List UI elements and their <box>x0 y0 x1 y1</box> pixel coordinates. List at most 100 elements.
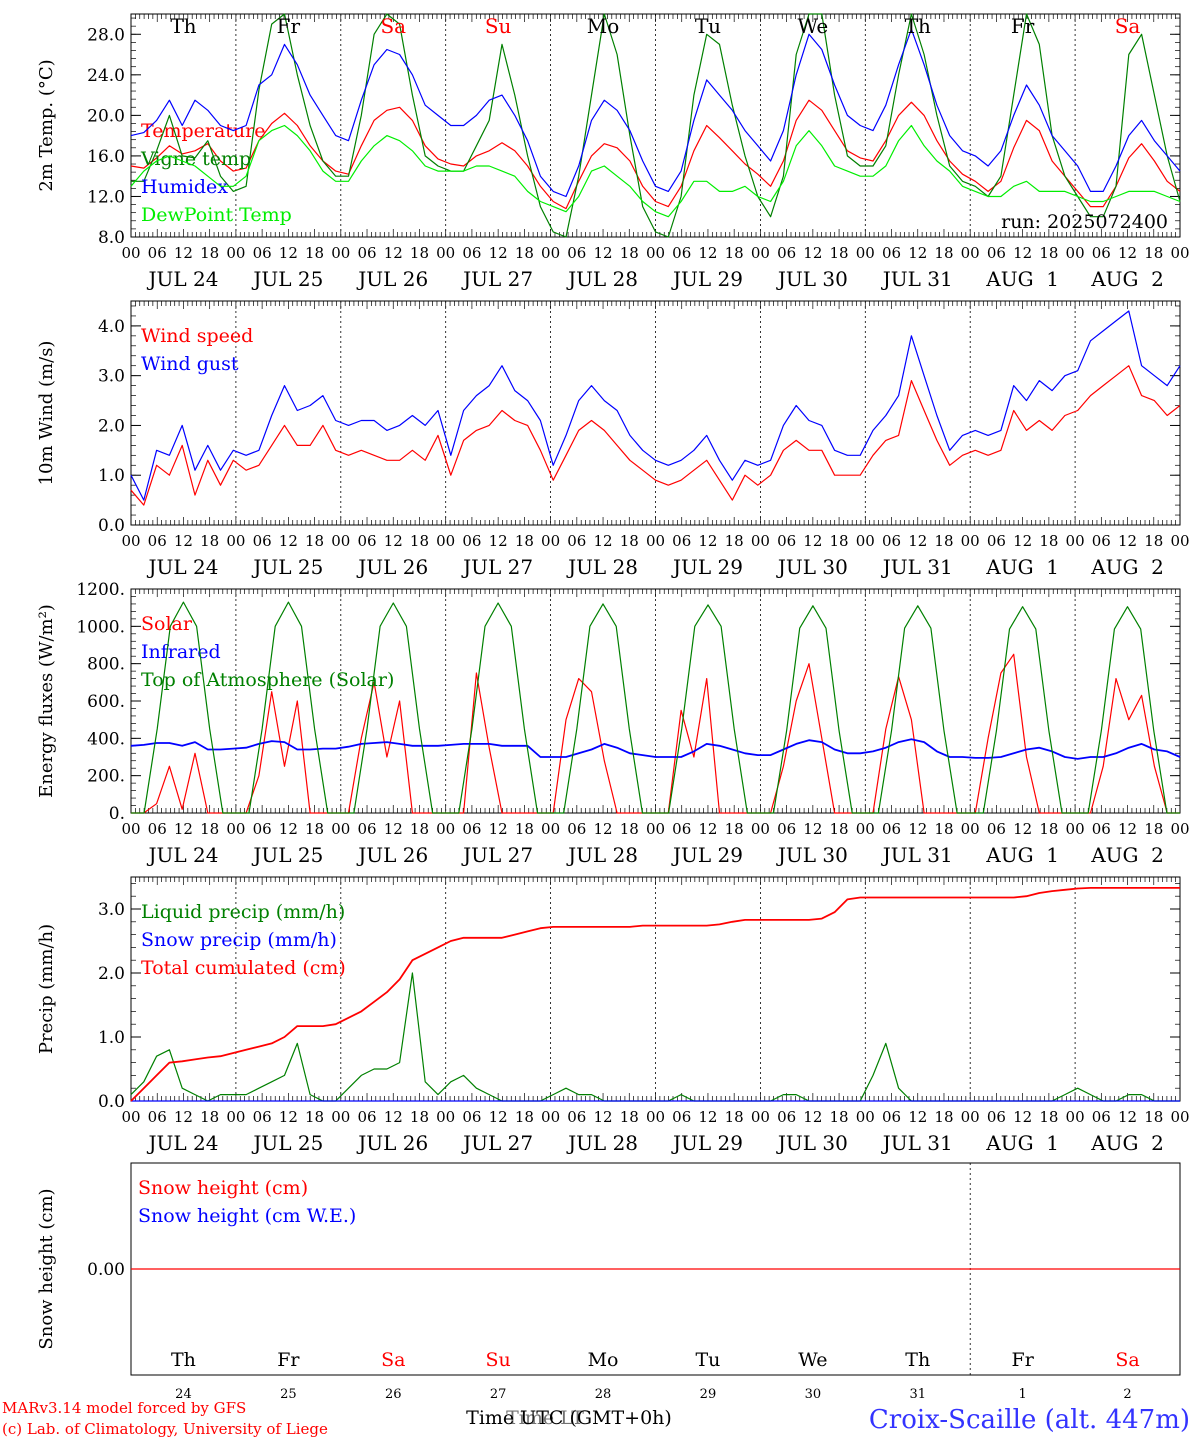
weekday-label: Sa <box>380 14 406 38</box>
hour-label: 06 <box>567 1108 586 1126</box>
hour-label: 12 <box>803 532 822 550</box>
hour-label: 18 <box>410 244 429 262</box>
series-line-dewpoint-temp <box>130 124 1181 218</box>
hour-label: 12 <box>908 1108 927 1126</box>
y-tick-label: 0. <box>109 804 125 824</box>
y-tick-label: 1000. <box>76 617 125 637</box>
hour-label: 06 <box>462 244 481 262</box>
weekday-label: Su <box>486 1349 511 1371</box>
hour-label: 18 <box>830 532 849 550</box>
hour-label: 18 <box>934 820 953 838</box>
weekday-label: Th <box>170 14 196 38</box>
hour-label: 18 <box>1039 532 1058 550</box>
y-tick-label: 600. <box>87 692 125 712</box>
hour-label: 18 <box>200 532 219 550</box>
legend-entry: Liquid precip (mm/h) <box>141 901 345 923</box>
hour-label: 12 <box>698 244 717 262</box>
hour-label: 12 <box>594 244 613 262</box>
weekday-labels-top: Th Fr Sa Su Mo Tu We Th Fr Sa <box>170 14 1140 38</box>
hour-label: 00 <box>331 1108 350 1126</box>
day-numbers: 24 25 26 27 28 29 30 31 1 2 <box>175 1387 1132 1402</box>
hour-label: 12 <box>489 244 508 262</box>
day-number: 29 <box>700 1387 717 1402</box>
station-label: Croix-Scaille (alt. 447m) <box>869 1405 1190 1435</box>
weekday-label: Fr <box>277 1349 300 1371</box>
hour-label: 12 <box>174 244 193 262</box>
legend-entry: Solar <box>141 613 193 635</box>
run-annotation: run: 2025072400 <box>1001 211 1168 233</box>
hour-label: 00 <box>961 820 980 838</box>
y-tick-label: 24.0 <box>87 66 125 86</box>
hour-label: 06 <box>148 820 167 838</box>
date-label: JUL 28 <box>566 267 638 291</box>
hour-label: 06 <box>987 244 1006 262</box>
y-tick-label: 16.0 <box>87 147 125 167</box>
hour-label: 00 <box>331 532 350 550</box>
hour-label: 00 <box>121 244 140 262</box>
weekday-label: Tu <box>695 1349 720 1371</box>
hour-label: 12 <box>384 244 403 262</box>
hour-label: 00 <box>646 532 665 550</box>
date-label: JUL 29 <box>671 1131 743 1155</box>
hour-label: 12 <box>279 820 298 838</box>
hour-label: 00 <box>436 820 455 838</box>
hour-label: 12 <box>174 820 193 838</box>
y-tick-label: 8.0 <box>98 228 125 248</box>
hour-label: 12 <box>1013 1108 1032 1126</box>
hour-label: 06 <box>882 244 901 262</box>
y-tick-label: 20.0 <box>87 106 125 126</box>
date-label: JUL 25 <box>251 267 323 291</box>
y-tick-label: 3.0 <box>98 900 125 920</box>
weekday-label: Fr <box>1012 1349 1035 1371</box>
date-label: AUG 2 <box>1090 1131 1164 1155</box>
hour-label: 06 <box>672 820 691 838</box>
hour-label: 12 <box>1013 820 1032 838</box>
hour-label: 06 <box>672 1108 691 1126</box>
weekday-label: We <box>798 1349 827 1371</box>
date-label: JUL 30 <box>776 267 848 291</box>
hour-label: 00 <box>331 244 350 262</box>
hour-label: 12 <box>803 244 822 262</box>
hour-label: 18 <box>200 1108 219 1126</box>
hour-label: 00 <box>856 532 875 550</box>
hour-label: 00 <box>1066 820 1085 838</box>
hour-label: 18 <box>1039 820 1058 838</box>
hour-label: 00 <box>1170 1108 1189 1126</box>
day-number: 26 <box>385 1387 402 1402</box>
y-tick-label: 0.00 <box>87 1260 125 1280</box>
hour-label: 06 <box>987 532 1006 550</box>
hour-label: 18 <box>934 1108 953 1126</box>
date-label: JUL 26 <box>356 843 428 867</box>
hour-label: 06 <box>253 1108 272 1126</box>
date-label: AUG 2 <box>1090 555 1164 579</box>
hour-label: 06 <box>777 532 796 550</box>
date-label: JUL 30 <box>776 1131 848 1155</box>
hour-label: 00 <box>541 1108 560 1126</box>
day-number: 28 <box>595 1387 612 1402</box>
date-label: JUL 24 <box>146 267 218 291</box>
legend-entry: Vigne temp <box>140 148 251 170</box>
hour-label: 12 <box>698 820 717 838</box>
y-tick-label: 0.0 <box>98 1092 125 1112</box>
y-tick-label: 800. <box>87 655 125 675</box>
hour-label: 12 <box>1118 532 1137 550</box>
hour-label: 18 <box>515 244 534 262</box>
hour-label: 12 <box>594 820 613 838</box>
date-label: AUG 1 <box>985 555 1059 579</box>
weekday-label: Su <box>485 14 512 38</box>
y-tick-label: 0.0 <box>98 516 125 536</box>
credit-line-1: MARv3.14 model forced by GFS <box>2 1399 246 1417</box>
hour-label: 00 <box>1170 532 1189 550</box>
hour-label: 18 <box>200 244 219 262</box>
hour-label: 06 <box>567 820 586 838</box>
hour-label: 12 <box>1013 244 1032 262</box>
hour-label: 18 <box>1144 820 1163 838</box>
hour-label: 00 <box>436 244 455 262</box>
hour-label: 00 <box>751 244 770 262</box>
hour-label: 18 <box>620 244 639 262</box>
date-label: JUL 25 <box>251 555 323 579</box>
date-label: JUL 26 <box>356 555 428 579</box>
hour-label: 06 <box>357 244 376 262</box>
panel-temperature: 8.012.016.020.024.028.02m Temp. (°C) Temp… <box>36 13 1190 291</box>
